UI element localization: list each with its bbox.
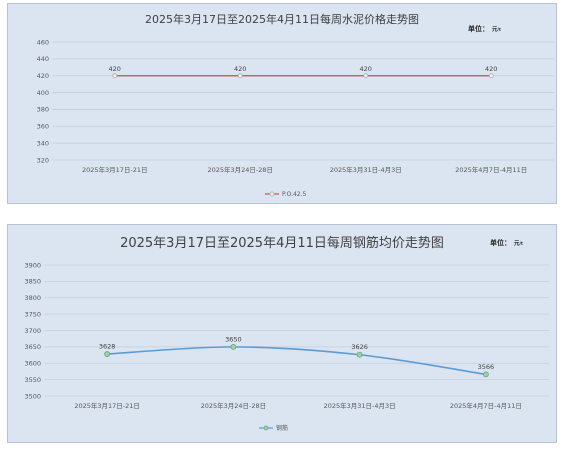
x-tick-label: 2025年3月24日-28日: [201, 401, 267, 410]
unit-label: 单位： 元/t: [490, 238, 523, 248]
y-tick-label: 3800: [24, 294, 41, 302]
chart-plot: 3500 3550 3600 3650 3700 3750 3800 3850 3900 2025…: [24, 261, 549, 432]
data-point: [104, 351, 111, 357]
unit-label: 单位： 元/t: [468, 24, 501, 34]
x-tick-label: 2025年4月7日-4月11日: [450, 401, 522, 410]
unit-value: 元: [492, 27, 498, 33]
data-label: 3650: [225, 335, 242, 343]
unit-suffix: /t: [497, 27, 501, 32]
chart-title: 2025年3月17日至2025年4月11日每周水泥价格走势图: [145, 13, 419, 26]
y-tick-label: 3550: [24, 376, 41, 384]
y-tick-label: 3850: [24, 278, 41, 286]
y-tick-label: 3750: [24, 310, 41, 318]
x-tick-label: 2025年3月31日-4月3日: [330, 165, 402, 174]
y-tick-label: 460: [37, 38, 49, 46]
x-tick-label: 2025年3月17日-21日: [82, 165, 148, 174]
y-tick-label: 380: [37, 106, 49, 114]
legend-swatch-marker: [263, 425, 269, 431]
chart-title: 2025年3月17日至2025年4月11日每周钢筋均价走势图: [120, 236, 444, 251]
data-point: [112, 73, 118, 79]
data-label: 420: [234, 65, 246, 73]
y-tick-label: 420: [37, 72, 49, 80]
series-line: [107, 346, 486, 376]
unit-suffix: /t: [519, 241, 523, 246]
data-point: [363, 73, 369, 79]
y-tick-label: 3500: [24, 392, 41, 400]
data-label: 3626: [351, 343, 368, 351]
legend-label: P.O.42.5: [282, 191, 307, 198]
y-tick-label: 340: [37, 139, 49, 147]
data-point: [356, 351, 363, 358]
cement-price-chart: 2025年3月17日至2025年4月11日每周水泥价格走势图 单位： 元/t 32…: [7, 3, 557, 204]
x-tick-label: 2025年3月17日-21日: [74, 401, 140, 410]
y-tick-label: 400: [37, 89, 49, 97]
y-tick-label: 3650: [24, 343, 41, 351]
x-tick-label: 2025年3月24日-28日: [207, 165, 273, 174]
data-label: 420: [109, 65, 121, 73]
chart-plot: 320 340 360 380 400 420 440 460 2025年3月17日-21日 20…: [37, 38, 554, 198]
y-tick-label: 3700: [24, 327, 41, 335]
y-tick-label: 3900: [24, 261, 41, 269]
legend-swatch-marker: [269, 191, 275, 197]
legend-label: 钢筋: [276, 424, 288, 432]
unit-prefix: 单位：: [468, 25, 489, 33]
x-tick-label: 2025年4月7日-4月11日: [455, 165, 527, 174]
data-label: 3628: [99, 343, 116, 351]
x-tick-label: 2025年3月31日-4月3日: [324, 401, 396, 410]
data-label: 3566: [478, 363, 495, 371]
data-point: [237, 73, 243, 79]
data-label: 420: [360, 65, 372, 73]
y-tick-label: 320: [37, 156, 49, 164]
data-point: [488, 73, 494, 79]
unit-prefix: 单位：: [490, 239, 511, 247]
data-point: [482, 371, 489, 378]
data-label: 420: [485, 65, 497, 73]
rebar-price-chart: 2025年3月17日至2025年4月11日每周钢筋均价走势图 单位： 元/t 35…: [7, 224, 557, 443]
unit-value: 元: [514, 241, 520, 247]
y-tick-label: 3600: [24, 360, 41, 368]
y-tick-label: 440: [37, 55, 49, 63]
y-tick-label: 360: [37, 123, 49, 131]
data-point: [230, 343, 237, 350]
